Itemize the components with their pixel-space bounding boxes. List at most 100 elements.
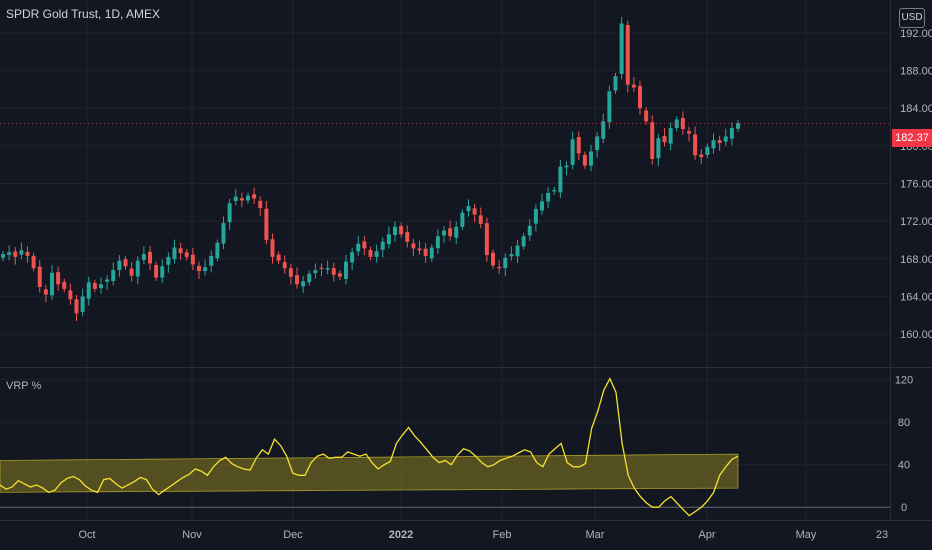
candle-body — [558, 166, 563, 193]
candle-body — [435, 236, 440, 249]
candle-body — [570, 139, 575, 165]
candle-body — [203, 267, 208, 272]
time-tick-label: Mar — [586, 529, 605, 541]
candle-body — [729, 127, 734, 139]
candle-body — [619, 23, 624, 74]
candle-body — [258, 200, 263, 208]
candle-body — [460, 212, 465, 227]
candle-body — [411, 243, 416, 249]
candle-body — [515, 245, 520, 257]
candle-body — [644, 110, 649, 122]
candle-body — [13, 251, 18, 257]
currency-button[interactable]: USD — [899, 8, 925, 28]
candle-body — [362, 241, 367, 249]
candle-body — [466, 206, 471, 212]
time-tick-label: 23 — [876, 529, 888, 541]
candle-body — [80, 296, 85, 312]
candle-body — [74, 299, 79, 314]
candle-body — [717, 140, 722, 144]
candle-body — [56, 272, 61, 285]
candle-body — [350, 252, 355, 263]
candle-body — [705, 146, 710, 155]
candle-body — [533, 208, 538, 224]
candle-body — [662, 136, 667, 143]
candle-body — [239, 198, 244, 201]
candle-body — [178, 248, 183, 254]
candle-body — [31, 255, 36, 269]
candle-body — [491, 252, 495, 266]
candle-body — [736, 123, 740, 129]
candle-body — [650, 122, 655, 160]
candle-body — [429, 247, 434, 259]
candle-body — [631, 84, 636, 88]
candle-body — [154, 264, 159, 278]
vrp-tick-label: 80 — [898, 417, 910, 429]
candle-body — [129, 268, 134, 276]
candle-body — [668, 127, 673, 144]
candle-body — [393, 226, 397, 236]
candle-body — [233, 196, 238, 202]
chart-title: SPDR Gold Trust, 1D, AMEX — [6, 7, 161, 21]
candle-body — [484, 223, 489, 256]
candle-body — [148, 251, 152, 264]
price-tick-label: 160.00 — [900, 329, 932, 341]
candle-body — [386, 234, 391, 245]
candle-body — [190, 254, 195, 265]
candle-body — [92, 283, 97, 289]
candle-body — [374, 251, 379, 257]
candle-body — [540, 201, 544, 211]
candle-body — [325, 268, 330, 270]
candle-body — [246, 195, 250, 201]
candle-body — [160, 266, 165, 278]
candle-body — [282, 262, 287, 269]
candle-body — [344, 261, 348, 279]
price-tick-label: 172.00 — [900, 216, 932, 228]
candle-body — [215, 242, 220, 259]
candle-body — [319, 267, 324, 269]
candle-body — [301, 281, 306, 287]
time-tick-label: 2022 — [389, 529, 413, 541]
time-tick-label: Nov — [182, 529, 202, 541]
candle-body — [552, 190, 557, 192]
candle-body — [356, 243, 361, 252]
candle-body — [448, 228, 453, 237]
candle-body — [423, 248, 428, 256]
candle-body — [197, 265, 201, 272]
candle-body — [252, 194, 257, 199]
candle-body — [221, 223, 226, 244]
candle-body — [86, 282, 91, 299]
candle-body — [380, 241, 385, 250]
candle-body — [123, 259, 128, 267]
candle-body — [442, 230, 446, 236]
candle-body — [680, 118, 685, 129]
price-tick-label: 168.00 — [900, 254, 932, 266]
candle-body — [209, 255, 214, 266]
candle-body — [25, 251, 30, 256]
candle-body — [478, 215, 483, 224]
candle-body — [331, 268, 336, 275]
candle-body — [288, 268, 293, 277]
vrp-band — [0, 453, 739, 493]
candle-body — [337, 273, 342, 277]
candle-body — [405, 232, 410, 242]
candle-body — [582, 154, 587, 166]
candle-body — [417, 248, 422, 251]
candle-body — [601, 121, 606, 139]
candle-body — [105, 279, 110, 282]
candle-body — [503, 257, 508, 269]
candle-body — [564, 165, 569, 168]
candle-body — [699, 154, 704, 158]
vrp-line — [0, 377, 739, 517]
candle-body — [276, 254, 281, 261]
candle-body — [472, 208, 477, 215]
candle-body — [37, 266, 42, 288]
candle-body — [656, 138, 661, 159]
candle-body — [166, 256, 171, 265]
time-tick-label: Dec — [283, 529, 303, 541]
candle-body — [399, 226, 404, 235]
vrp-indicator-label: VRP % — [6, 380, 42, 392]
vrp-tick-label: 40 — [898, 460, 910, 472]
candle-body — [50, 272, 54, 296]
price-tick-label: 184.00 — [900, 103, 932, 115]
candle-body — [625, 25, 630, 85]
